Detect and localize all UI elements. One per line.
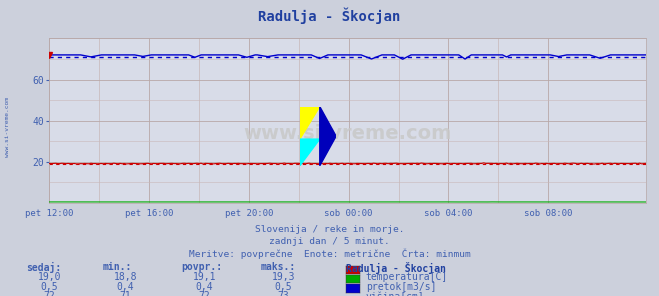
Text: pet 20:00: pet 20:00 [225, 209, 273, 218]
Text: 71: 71 [119, 291, 131, 296]
Text: 72: 72 [43, 291, 55, 296]
Text: sob 00:00: sob 00:00 [324, 209, 373, 218]
Polygon shape [320, 107, 336, 166]
Text: 0,4: 0,4 [117, 282, 134, 292]
Text: 0,4: 0,4 [196, 282, 213, 292]
Text: 18,8: 18,8 [113, 272, 137, 282]
Text: pet 12:00: pet 12:00 [25, 209, 74, 218]
Text: sob 04:00: sob 04:00 [424, 209, 473, 218]
Text: 19,3: 19,3 [272, 272, 295, 282]
Text: min.:: min.: [102, 262, 132, 272]
Text: Slovenija / reke in morje.: Slovenija / reke in morje. [255, 225, 404, 234]
Text: 19,0: 19,0 [38, 272, 61, 282]
Text: pet 16:00: pet 16:00 [125, 209, 173, 218]
Text: povpr.:: povpr.: [181, 262, 222, 272]
Polygon shape [300, 139, 320, 166]
Text: www.si-vreme.com: www.si-vreme.com [5, 97, 11, 157]
Text: pretok[m3/s]: pretok[m3/s] [366, 282, 436, 292]
Text: Meritve: povprečne  Enote: metrične  Črta: minmum: Meritve: povprečne Enote: metrične Črta:… [188, 249, 471, 259]
Text: višina[cm]: višina[cm] [366, 291, 424, 296]
Text: Radulja - Škocjan: Radulja - Škocjan [258, 7, 401, 24]
Text: Radulja - Škocjan: Radulja - Škocjan [346, 262, 446, 274]
Polygon shape [300, 107, 320, 139]
Text: maks.:: maks.: [260, 262, 295, 272]
Text: 72: 72 [198, 291, 210, 296]
Text: zadnji dan / 5 minut.: zadnji dan / 5 minut. [269, 237, 390, 246]
Text: sob 08:00: sob 08:00 [524, 209, 572, 218]
Text: 0,5: 0,5 [275, 282, 292, 292]
Text: sedaj:: sedaj: [26, 262, 61, 273]
Text: 0,5: 0,5 [41, 282, 58, 292]
Text: 19,1: 19,1 [192, 272, 216, 282]
Text: 73: 73 [277, 291, 289, 296]
Text: www.si-vreme.com: www.si-vreme.com [243, 124, 452, 143]
Text: temperatura[C]: temperatura[C] [366, 272, 448, 282]
